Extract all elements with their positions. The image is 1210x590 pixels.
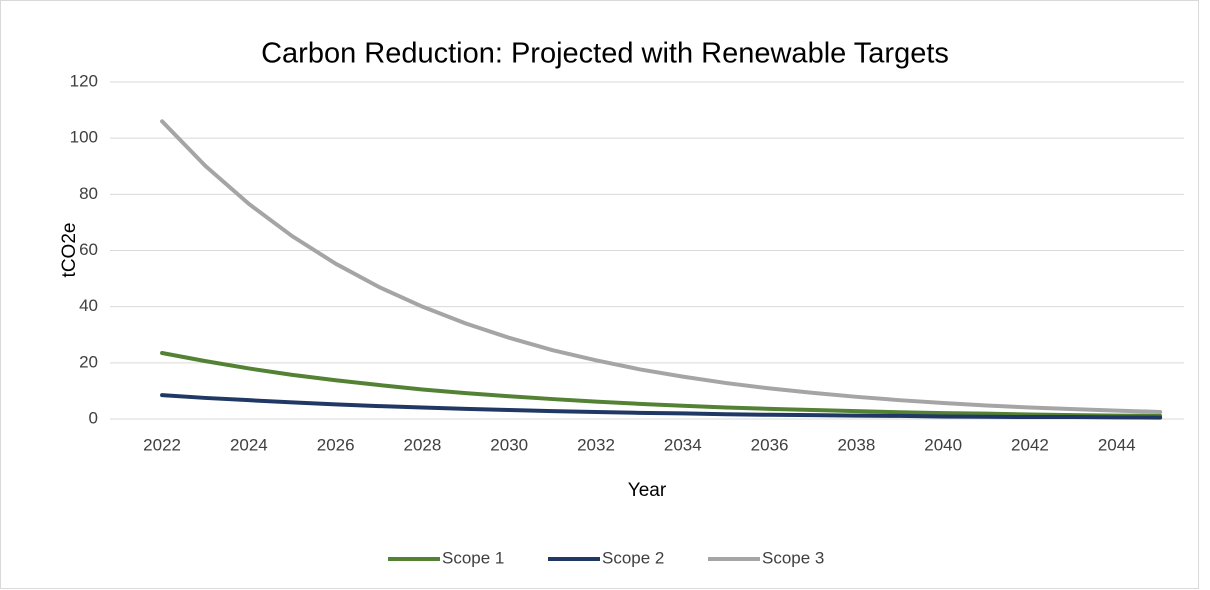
x-tick-label: 2022 [143, 435, 181, 454]
y-tick-label: 40 [79, 296, 98, 315]
x-tick-label: 2030 [490, 435, 528, 454]
y-axis-label: tCO2e [59, 223, 80, 278]
x-axis-label: Year [628, 480, 667, 501]
x-tick-label: 2026 [317, 435, 355, 454]
x-tick-label: 2038 [837, 435, 875, 454]
chart-title: Carbon Reduction: Projected with Renewab… [261, 38, 949, 70]
legend-label: Scope 3 [762, 548, 824, 567]
y-tick-label: 60 [79, 240, 98, 259]
y-tick-label: 100 [70, 128, 98, 147]
legend-label: Scope 2 [602, 548, 664, 567]
x-tick-label: 2024 [230, 435, 268, 454]
x-tick-label: 2032 [577, 435, 615, 454]
y-tick-label: 80 [79, 184, 98, 203]
x-tick-label: 2042 [1011, 435, 1049, 454]
series-line [160, 119, 1163, 414]
y-tick-label: 20 [79, 352, 98, 371]
x-tick-label: 2028 [404, 435, 442, 454]
legend-label: Scope 1 [442, 548, 504, 567]
series-line [160, 393, 1163, 420]
y-tick-label: 0 [89, 408, 98, 427]
x-tick-label: 2044 [1098, 435, 1136, 454]
series-line [160, 351, 1163, 418]
x-tick-label: 2034 [664, 435, 702, 454]
y-tick-label: 120 [70, 71, 98, 90]
x-tick-label: 2036 [751, 435, 789, 454]
x-tick-label: 2040 [924, 435, 962, 454]
